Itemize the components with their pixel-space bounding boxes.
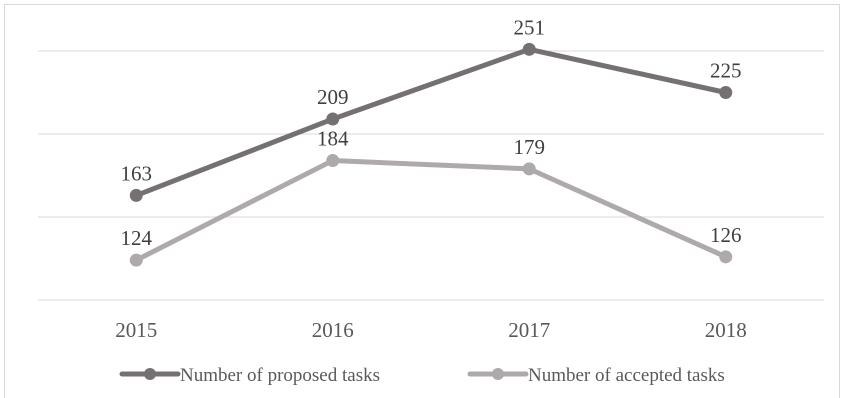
data-label: 209: [317, 85, 349, 109]
series-line-1: [133, 158, 729, 263]
gridlines: [38, 50, 824, 301]
x-tick-label: 2016: [312, 318, 354, 342]
data-label: 225: [710, 59, 742, 83]
data-point: [522, 42, 536, 56]
data-point: [719, 250, 733, 264]
legend-marker: [144, 368, 156, 380]
data-point: [522, 162, 536, 176]
legend-label: Number of proposed tasks: [180, 365, 380, 386]
data-label: 251: [514, 15, 546, 39]
data-point: [719, 86, 733, 99]
data-point: [129, 188, 143, 202]
data-point: [326, 154, 340, 168]
legend: Number of proposed tasks Number of accept…: [119, 365, 725, 386]
data-label: 126: [710, 223, 742, 247]
legend-marker: [492, 368, 504, 380]
data-label: 124: [121, 226, 153, 250]
x-tick-label: 2017: [508, 318, 550, 342]
data-point: [326, 112, 340, 126]
x-axis-ticks: 2015 2016 2017 2018: [115, 318, 747, 342]
x-tick-label: 2018: [705, 318, 747, 342]
data-label: 179: [514, 135, 546, 159]
data-label: 184: [317, 127, 349, 151]
x-tick-label: 2015: [115, 318, 157, 342]
series-line-0: [133, 46, 729, 198]
data-labels: 163 209 251 225 124 184 179 126: [121, 15, 742, 250]
series-layer: [129, 42, 733, 267]
data-point: [129, 253, 143, 267]
chart-frame: [4, 4, 840, 398]
legend-label: Number of accepted tasks: [528, 365, 725, 386]
data-label: 163: [121, 161, 153, 185]
